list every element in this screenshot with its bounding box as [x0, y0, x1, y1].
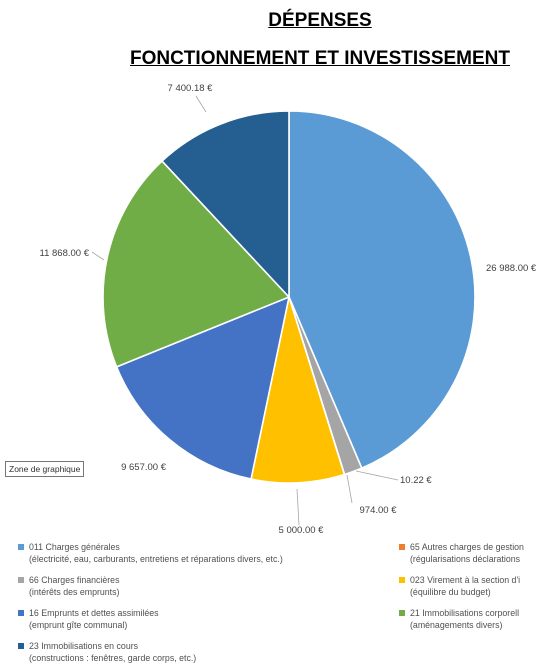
slice-data-label: 5 000.00 €	[279, 525, 325, 536]
legend-detail: (équilibre du budget)	[410, 587, 491, 597]
chart-title-line-1: DÉPENSES	[268, 10, 372, 31]
label-leader-line	[355, 470, 399, 481]
legend-swatch	[399, 544, 405, 550]
legend-detail: (aménagements divers)	[410, 620, 503, 630]
legend-item: 23 Immobilisations en cours (construction…	[18, 640, 196, 664]
pie-slices	[102, 110, 476, 484]
legend-item: 16 Emprunts et dettes assimilées (emprunt…	[18, 607, 159, 631]
pie-slice	[161, 110, 290, 298]
pie-slice	[250, 296, 346, 484]
legend-label: 65 Autres charges de gestion	[410, 542, 524, 552]
legend-item: 66 Charges financières (intérêts des empr…	[18, 574, 119, 598]
legend-label: 16 Emprunts et dettes assimilées	[29, 608, 159, 618]
legend-swatch	[18, 610, 24, 616]
slice-data-label: 9 657.00 €	[121, 462, 167, 473]
legend-item: 65 Autres charges de gestion (régularisat…	[399, 541, 524, 565]
legend-item: 21 Immobilisations corporell (aménagement…	[399, 607, 519, 631]
legend-label: 66 Charges financières	[29, 575, 120, 585]
legend-detail: (constructions : fenêtres, garde corps, …	[29, 653, 197, 663]
legend-detail: (électricité, eau, carburants, entretien…	[29, 554, 283, 564]
pie-slice	[288, 110, 476, 469]
legend-label: 023 Virement à la section d'i	[410, 575, 521, 585]
legend-item: 023 Virement à la section d'i (équilibre …	[399, 574, 520, 598]
slice-data-label: 11 868.00 €	[40, 248, 90, 259]
legend-swatch	[18, 544, 24, 550]
chart-title-line-2: FONCTIONNEMENT ET INVESTISSEMENT	[129, 48, 511, 69]
slice-data-label: 26 988.00 €	[486, 263, 537, 274]
legend-label: 21 Immobilisations corporell	[410, 608, 520, 618]
label-leader-line	[195, 95, 207, 113]
legend-detail: (intérêts des emprunts)	[29, 587, 120, 597]
legend-label: 23 Immobilisations en cours	[29, 641, 139, 651]
legend-item: 011 Charges générales (électricité, eau, …	[18, 541, 283, 565]
pie-slice	[102, 160, 290, 368]
legend-swatch	[18, 643, 24, 649]
label-leader-line	[346, 474, 353, 504]
legend-swatch	[399, 610, 405, 616]
legend-detail: (emprunt gîte communal)	[29, 620, 128, 630]
slice-data-label: 10.22 €	[400, 475, 432, 486]
chart-area-tooltip: Zone de graphique	[5, 461, 85, 477]
label-leader-line	[296, 488, 300, 526]
legend-label: 011 Charges générales	[29, 542, 120, 552]
legend-detail: (régularisations déclarations	[410, 554, 521, 564]
legend-swatch	[399, 577, 405, 583]
label-leader-line	[91, 251, 105, 261]
pie-data-labels: 26 988.00 € 974.00 € 10.22 € 5 000.00 € 9 65…	[40, 83, 537, 536]
slice-data-label: 7 400.18 €	[168, 83, 214, 94]
slice-data-label: 974.00 €	[360, 505, 398, 516]
pie-slice	[115, 296, 290, 480]
legend-swatch	[18, 577, 24, 583]
